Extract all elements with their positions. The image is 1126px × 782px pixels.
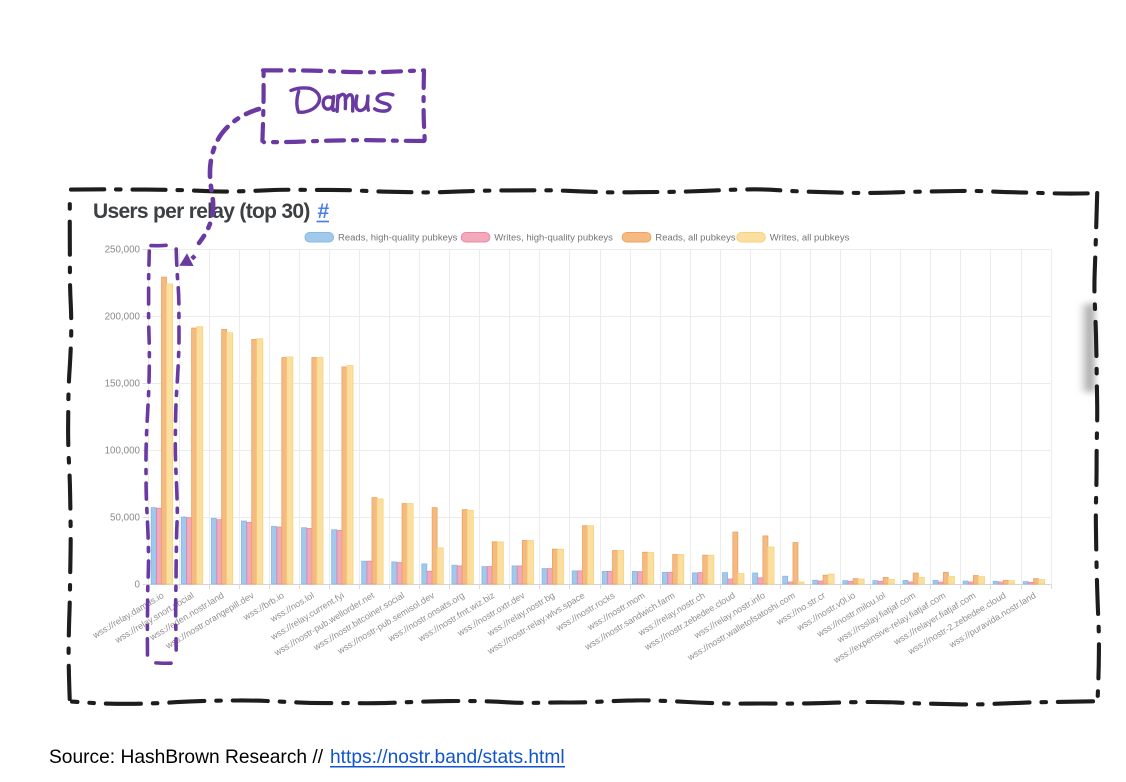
svg-text:Source: HashBrown Research //: Source: HashBrown Research // — [49, 747, 324, 768]
svg-text:0: 0 — [135, 580, 141, 591]
svg-text:#: # — [318, 200, 330, 223]
svg-text:50,000: 50,000 — [110, 513, 141, 524]
svg-text:Reads, high-quality pubkeys: Reads, high-quality pubkeys — [338, 233, 458, 244]
svg-text:100,000: 100,000 — [105, 446, 141, 457]
svg-text:Reads, all pubkeys: Reads, all pubkeys — [655, 233, 736, 244]
svg-text:250,000: 250,000 — [105, 245, 141, 256]
svg-text:Writes, all pubkeys: Writes, all pubkeys — [770, 233, 850, 244]
svg-text:Writes, high-quality pubkeys: Writes, high-quality pubkeys — [494, 233, 613, 244]
svg-text:150,000: 150,000 — [105, 379, 141, 390]
svg-text:200,000: 200,000 — [105, 312, 141, 323]
svg-text:https://nostr.band/stats.html: https://nostr.band/stats.html — [330, 747, 565, 768]
svg-text:Users per relay (top 30): Users per relay (top 30) — [93, 200, 310, 223]
